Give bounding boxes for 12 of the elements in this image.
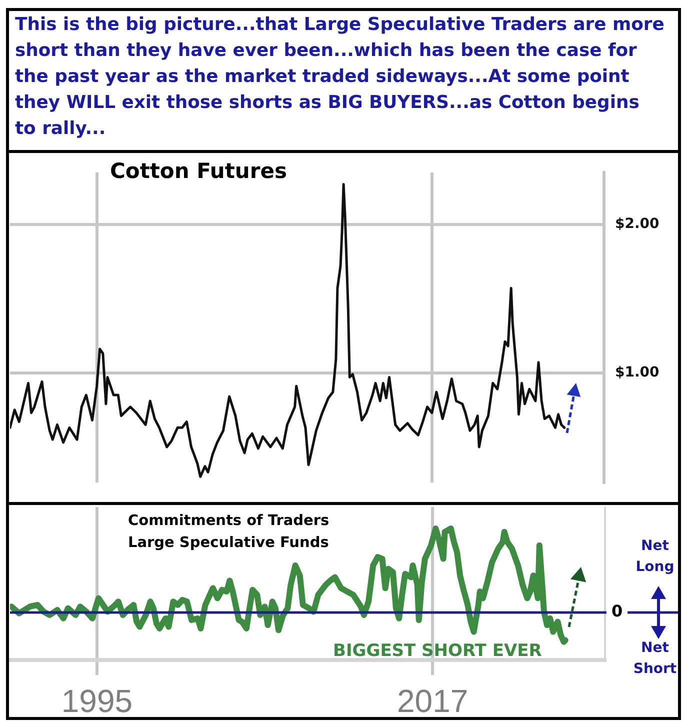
y-tick-label: $1.00 — [615, 364, 660, 380]
text: Net Long — [634, 537, 676, 577]
text: This is the big picture...that Large Speculative Traders are more short than they have ever been...which has been the case for the past year as the market traded sideways...At some point they WILL exit those shorts as BIG BUYERS...as Cotton begins to rally... — [6, 8, 681, 153]
chart-title: Commitments of Traders — [128, 513, 330, 530]
annotation: BIGGEST SHORT EVER — [333, 640, 542, 662]
y-tick-label: $2.00 — [615, 216, 660, 232]
x-tick-label: 2017 — [397, 683, 468, 720]
text: Net Short — [632, 639, 678, 679]
chart-title: Cotton Futures — [110, 159, 287, 184]
x-tick-label: 1995 — [61, 683, 133, 720]
chart-subtitle: Large Speculative Funds — [128, 535, 329, 552]
ref-line-label: 0 — [611, 602, 623, 621]
